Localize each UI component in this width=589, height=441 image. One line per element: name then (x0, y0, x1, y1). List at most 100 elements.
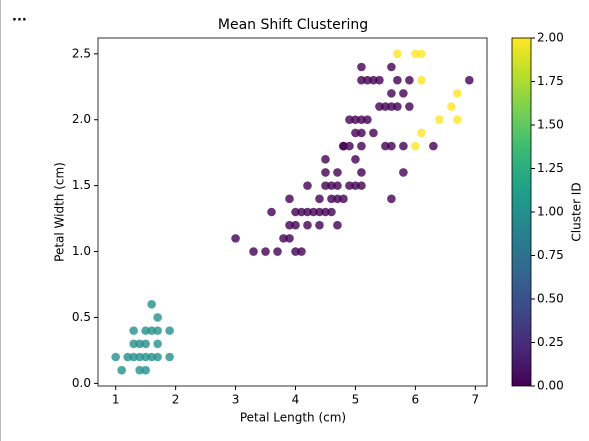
point (153, 352, 162, 362)
point (387, 89, 396, 98)
y-tick-label: 1.0 (72, 244, 91, 258)
point (351, 181, 360, 190)
point (333, 168, 342, 177)
point (327, 181, 336, 190)
point (435, 115, 444, 125)
point (351, 154, 360, 164)
point (303, 220, 312, 230)
x-tick-label: 1 (112, 393, 120, 407)
y-tick-label: 0.5 (72, 310, 91, 324)
point (153, 339, 162, 349)
point (141, 326, 150, 335)
point (405, 75, 414, 85)
colorbar-tick-label: 1.25 (537, 161, 564, 175)
x-tick-label: 6 (412, 393, 420, 407)
point (393, 75, 402, 85)
point (135, 365, 144, 375)
x-tick-label: 5 (352, 393, 360, 407)
point (231, 234, 240, 243)
point (135, 339, 144, 349)
point (417, 128, 426, 138)
point (363, 115, 372, 125)
point (153, 313, 162, 322)
point (417, 75, 426, 85)
point (387, 141, 396, 151)
point (339, 194, 348, 204)
point (141, 352, 150, 362)
point (357, 115, 366, 125)
point (279, 234, 288, 243)
colorbar-tick-label: 0.25 (537, 335, 564, 349)
point (129, 339, 138, 349)
x-tick-label: 7 (471, 393, 479, 407)
point (333, 181, 342, 190)
point (117, 365, 126, 375)
point (285, 194, 294, 204)
chart-title: Mean Shift Clustering (218, 17, 368, 33)
point (303, 181, 312, 190)
point (345, 115, 354, 125)
point (153, 326, 162, 335)
point (129, 326, 138, 335)
point (309, 207, 318, 217)
point (165, 352, 174, 362)
point (357, 62, 366, 72)
point (321, 181, 330, 190)
point (363, 75, 372, 85)
point (357, 75, 366, 85)
point (147, 352, 156, 362)
point (297, 247, 306, 256)
point (123, 352, 132, 362)
point (351, 128, 360, 138)
point (147, 299, 156, 309)
point (357, 168, 366, 177)
colorbar-tick-label: 0.50 (537, 292, 564, 306)
plot-frame (97, 37, 488, 387)
point (285, 234, 294, 243)
point (291, 247, 300, 256)
point (249, 247, 258, 256)
menu-dots[interactable]: ... (12, 10, 27, 25)
colorbar-tick-label: 1.50 (537, 118, 564, 132)
x-tick-label: 3 (232, 393, 240, 407)
colorbar-tick-label: 0.00 (537, 379, 564, 393)
point (315, 194, 324, 204)
point (393, 49, 402, 59)
point (315, 207, 324, 217)
point (399, 141, 408, 151)
point (333, 220, 342, 230)
point (375, 102, 384, 111)
point (369, 75, 378, 85)
point (285, 220, 294, 230)
point (333, 194, 342, 204)
point (411, 49, 420, 59)
point (357, 141, 366, 151)
point (327, 194, 336, 204)
point (411, 141, 420, 151)
point (345, 141, 354, 151)
point (399, 168, 408, 177)
point (321, 207, 330, 217)
point (405, 102, 414, 111)
colorbar-tick-label: 0.75 (537, 248, 564, 262)
point (321, 168, 330, 177)
colorbar-tick-label: 2.00 (537, 31, 564, 45)
point (429, 141, 438, 151)
point (453, 115, 462, 125)
point (141, 339, 150, 349)
y-tick-label: 2.0 (72, 112, 91, 126)
point (387, 102, 396, 111)
point (417, 49, 426, 59)
point (147, 326, 156, 335)
colorbar-label: Cluster ID (570, 182, 584, 241)
point (453, 89, 462, 98)
y-tick-label: 0.0 (72, 376, 91, 390)
point (447, 102, 456, 111)
point (369, 128, 378, 138)
point (465, 75, 474, 85)
point (387, 194, 396, 204)
point (345, 181, 354, 190)
point (303, 207, 312, 217)
point (339, 141, 348, 151)
